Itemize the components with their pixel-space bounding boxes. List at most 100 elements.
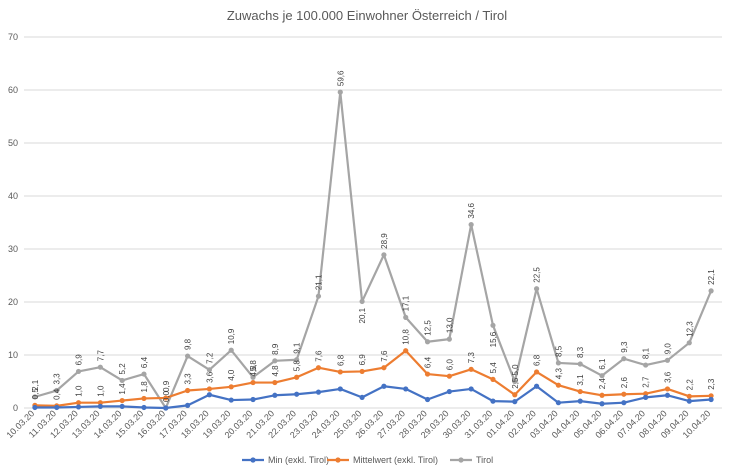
- data-point: [577, 361, 583, 367]
- data-point: [381, 383, 387, 389]
- data-point: [599, 392, 605, 398]
- data-label: 2,3: [707, 378, 716, 390]
- data-label: 0,9: [162, 380, 171, 392]
- data-point: [490, 376, 496, 382]
- data-point: [272, 392, 278, 398]
- data-point: [446, 373, 452, 379]
- data-point: [163, 395, 169, 401]
- data-point: [228, 384, 234, 390]
- data-point: [468, 222, 474, 228]
- data-label: 4,8: [249, 365, 258, 377]
- data-point: [533, 383, 540, 389]
- data-label: 7,3: [467, 352, 476, 364]
- data-label: 2,2: [685, 379, 694, 391]
- data-label: 6,9: [358, 354, 367, 366]
- data-label: 4,0: [227, 369, 236, 381]
- data-label: 22,5: [533, 267, 542, 283]
- data-label: 2,4: [598, 378, 607, 390]
- data-point: [250, 396, 256, 403]
- data-label: 5,2: [118, 363, 127, 375]
- data-point: [32, 404, 38, 411]
- data-label: 3,3: [53, 373, 62, 385]
- data-label: 6,1: [598, 358, 607, 370]
- data-point: [643, 391, 649, 397]
- data-point: [315, 389, 322, 395]
- data-label: 7,6: [314, 350, 323, 362]
- data-point: [294, 391, 300, 397]
- data-point: [97, 400, 103, 406]
- data-point: [555, 382, 562, 388]
- data-label: 9,1: [293, 342, 302, 354]
- data-label: 1,0: [96, 385, 105, 397]
- data-label: 9,8: [184, 338, 193, 350]
- data-label: 3,6: [663, 371, 672, 383]
- data-point: [294, 374, 300, 380]
- data-point: [75, 368, 82, 375]
- data-point: [577, 398, 583, 404]
- data-point: [403, 386, 409, 392]
- data-point: [599, 373, 605, 379]
- data-point: [512, 378, 518, 385]
- data-label: 8,3: [576, 346, 585, 358]
- data-label: 2,5: [511, 377, 520, 389]
- data-label: 28,9: [380, 233, 389, 249]
- y-tick-label: 20: [8, 297, 18, 307]
- legend-marker: [335, 457, 341, 463]
- data-point: [708, 396, 714, 403]
- data-point: [664, 357, 671, 363]
- data-point: [621, 356, 627, 362]
- data-point: [468, 386, 474, 392]
- data-label: 22,1: [707, 269, 716, 285]
- data-label: 12,5: [424, 320, 433, 336]
- data-point: [184, 353, 191, 359]
- data-point: [446, 388, 452, 395]
- data-point: [446, 336, 452, 342]
- data-label: 21,1: [314, 274, 323, 290]
- data-label: 17,1: [402, 295, 411, 311]
- data-point: [141, 371, 147, 377]
- data-point: [599, 401, 605, 407]
- data-label: 3,1: [576, 374, 585, 386]
- series-line: [34, 91, 713, 410]
- data-label: 9,3: [620, 341, 629, 353]
- data-point: [490, 398, 496, 404]
- data-point: [424, 371, 431, 377]
- data-label: 7,6: [380, 350, 389, 362]
- data-point: [315, 365, 322, 371]
- data-point: [206, 367, 213, 373]
- data-point: [315, 293, 322, 299]
- data-point: [337, 369, 343, 375]
- data-label: 10,9: [227, 328, 236, 344]
- data-point: [468, 366, 474, 372]
- data-point: [75, 400, 82, 406]
- series-lines: [32, 89, 714, 411]
- data-label: 6,4: [140, 356, 149, 368]
- data-point: [555, 400, 562, 406]
- data-label: 3,6: [205, 371, 214, 383]
- data-point: [206, 392, 213, 398]
- data-point: [664, 386, 671, 392]
- chart-title: Zuwachs je 100.000 Einwohner Österreich …: [227, 8, 507, 23]
- data-point: [686, 398, 692, 404]
- data-point: [686, 340, 692, 346]
- data-point: [54, 387, 60, 394]
- data-label: 4,8: [271, 365, 280, 377]
- series-line: [34, 349, 712, 407]
- data-label: 0,0: [162, 390, 171, 402]
- data-label: 8,9: [271, 343, 280, 355]
- data-labels: 2,1 3,3 6,9 7,7 5,2 6,4 0,0 9,8 7,2 10,9 5,8 8,9 9,1…: [31, 70, 716, 402]
- data-point: [708, 393, 714, 399]
- data-point: [119, 403, 125, 410]
- data-label: 5,8: [249, 360, 258, 372]
- data-point: [32, 394, 38, 400]
- data-label: 8,1: [642, 347, 651, 359]
- data-label: 6,8: [336, 354, 345, 366]
- data-point: [512, 392, 518, 398]
- y-tick-label: 10: [8, 350, 18, 360]
- data-point: [294, 357, 300, 363]
- legend: Min (exkl. Tirol) Mittelwert (exkl. Tirol…: [242, 455, 493, 465]
- data-point: [228, 347, 234, 353]
- x-axis: 10.03.2011.03.2012.03.2013.03.2014.03.20…: [4, 408, 712, 440]
- data-point: [119, 377, 125, 384]
